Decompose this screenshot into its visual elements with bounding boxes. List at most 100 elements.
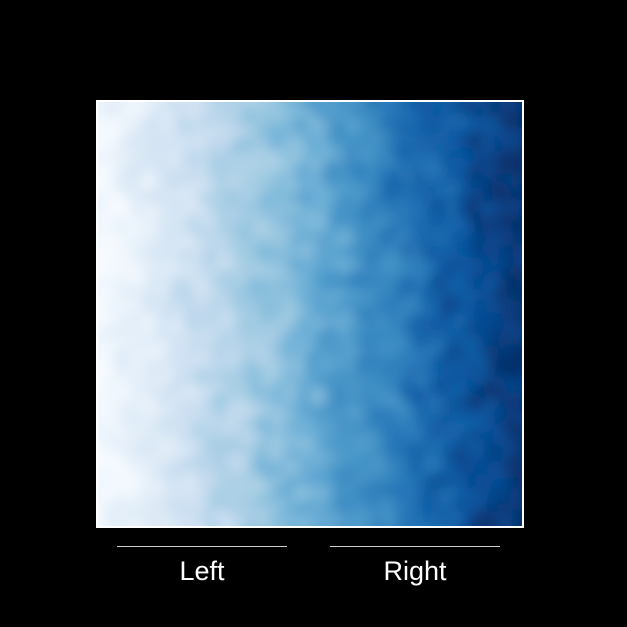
noise-blob (104, 119, 121, 136)
noise-blob (413, 102, 434, 115)
noise-blob (302, 353, 318, 369)
noise-blob (476, 472, 494, 490)
noise-blob (478, 113, 502, 137)
noise-blob (197, 102, 212, 107)
noise-blob (209, 354, 226, 371)
noise-blob (214, 255, 230, 271)
noise-blob (255, 242, 273, 261)
noise-blob (216, 128, 237, 149)
noise-blob (228, 479, 249, 500)
noise-blob (448, 126, 471, 150)
noise-blob (143, 425, 159, 442)
noise-blob (224, 524, 234, 526)
noise-blob (141, 230, 158, 247)
noise-blob (391, 489, 416, 515)
noise-blob (499, 523, 513, 526)
noise-blob (143, 382, 163, 402)
noise-blob (224, 172, 242, 189)
noise-blob (463, 289, 478, 304)
noise-blob (214, 307, 238, 331)
noise-blob (520, 495, 522, 508)
noise-blob (185, 244, 205, 264)
noise-blob (502, 323, 522, 345)
noise-blob (512, 342, 522, 359)
noise-blob (209, 393, 231, 415)
noise-blob (396, 509, 412, 525)
noise-blob (193, 365, 216, 389)
noise-blob (479, 488, 496, 506)
noise-blob (204, 467, 219, 482)
noise-blob (333, 499, 354, 520)
noise-blob (336, 520, 354, 526)
noise-blob (380, 517, 397, 526)
noise-blob (183, 316, 200, 333)
noise-blob (439, 523, 454, 526)
noise-blob (483, 397, 498, 412)
noise-blob (359, 117, 378, 136)
noise-blob (407, 515, 423, 526)
noise-blob (335, 227, 355, 248)
noise-blob (265, 137, 282, 153)
noise-blob (299, 401, 316, 418)
noise-blob (275, 269, 299, 293)
noise-texture (98, 102, 522, 526)
noise-blob (294, 419, 312, 437)
noise-blob (413, 389, 429, 405)
left-label: Left (179, 556, 225, 586)
noise-blob (135, 448, 160, 472)
noise-blob (465, 524, 477, 526)
noise-blob (419, 155, 445, 181)
noise-blob (244, 524, 258, 526)
noise-blob (275, 513, 302, 526)
noise-blob (505, 266, 522, 292)
noise-blob (156, 415, 172, 431)
noise-blob (519, 134, 522, 148)
noise-blob (521, 110, 522, 120)
noise-blob (490, 470, 509, 490)
noise-blob (513, 453, 522, 478)
noise-blob (406, 152, 421, 167)
noise-blob (396, 102, 413, 118)
noise-blob (187, 160, 204, 177)
noise-blob (330, 209, 357, 236)
noise-blob (240, 154, 264, 177)
noise-blob (125, 521, 144, 526)
noise-blob (503, 126, 522, 151)
noise-blob (348, 267, 370, 289)
noise-blob (358, 396, 376, 413)
noise-blob (199, 189, 214, 204)
noise-blob (403, 440, 427, 464)
noise-blob (250, 507, 270, 526)
noise-blob (101, 484, 119, 502)
noise-blob (363, 324, 384, 345)
noise-blob (464, 165, 484, 184)
noise-blob (225, 451, 248, 475)
noise-blob (98, 509, 104, 526)
noise-blob (236, 231, 258, 253)
noise-blob (130, 344, 150, 364)
noise-blob (98, 197, 104, 218)
noise-blob (365, 349, 389, 373)
noise-blob (430, 104, 446, 119)
noise-blob (252, 176, 267, 192)
noise-blob (460, 393, 480, 413)
noise-blob (422, 454, 442, 473)
noise-blob (286, 523, 298, 526)
left-divider-line (117, 546, 287, 547)
noise-blob (274, 377, 290, 392)
noise-blob (285, 397, 304, 415)
noise-blob (182, 468, 198, 485)
noise-blob (110, 345, 134, 370)
noise-blob (412, 175, 428, 190)
noise-blob (449, 228, 468, 247)
noise-blob (350, 505, 374, 526)
noise-blob (337, 464, 359, 485)
noise-blob (229, 384, 247, 403)
noise-blob (422, 260, 438, 276)
noise-blob (198, 211, 217, 231)
noise-blob (156, 187, 171, 202)
noise-blob (181, 385, 197, 401)
noise-blob (495, 155, 515, 175)
noise-blob (250, 382, 265, 398)
noise-blob (289, 358, 305, 374)
